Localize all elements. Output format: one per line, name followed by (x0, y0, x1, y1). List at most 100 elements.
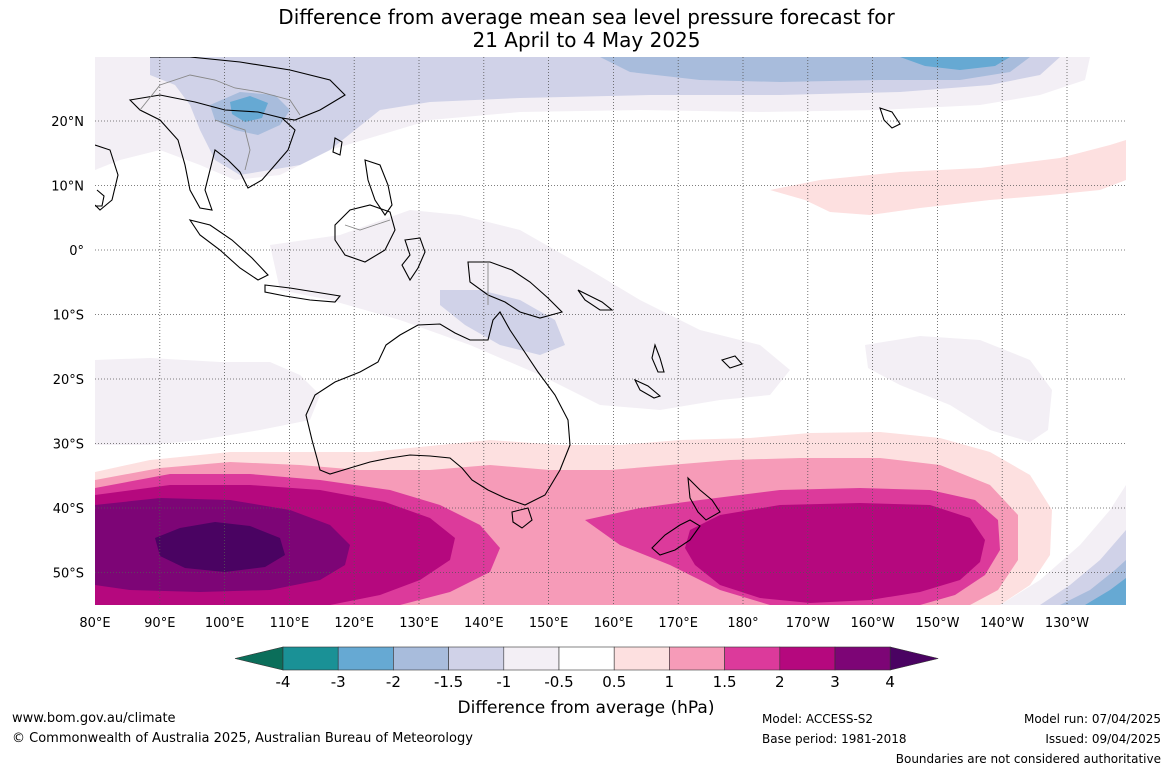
border-borneo (344, 219, 391, 231)
longitude-label: 160°E (594, 616, 634, 631)
legend-cell (503, 646, 560, 671)
latitude-label: 40°S (53, 502, 84, 517)
legend-tick-labels: -4 -3 -2 -1.5 -1 -0.5 0.5 1 1.5 2 3 4 (276, 673, 895, 691)
legend-tick-label: 1 (665, 673, 675, 691)
longitude-label: 140°E (464, 616, 504, 631)
map-title-line-1: Difference from average mean sea level p… (278, 5, 895, 29)
legend-cell (613, 646, 670, 671)
legend-tick-label: -3 (331, 673, 346, 691)
legend-tick-label: 4 (885, 673, 895, 691)
contour-north-pacific-positive (770, 140, 1126, 215)
legend-title: Difference from average (hPa) (458, 698, 715, 718)
coastlines (95, 57, 901, 556)
sulawesi-coastline (401, 237, 426, 282)
china-coastline (150, 57, 346, 121)
footer-base-period: Base period: 1981-2018 (762, 732, 907, 746)
contour-south-east-2-3 (685, 503, 985, 603)
longitude-label: 100°E (205, 616, 245, 631)
australia-coastline (305, 311, 571, 506)
latitude-label: 10°N (51, 180, 84, 195)
longitude-label: 120°E (334, 616, 374, 631)
philippines-coastline (364, 159, 393, 216)
border-mainland-asia (139, 74, 301, 116)
contour-north-lavender (150, 57, 1060, 175)
legend-tick-label: 0.5 (602, 673, 626, 691)
indochina-coastline (128, 94, 296, 211)
legend-tick-label: -2 (386, 673, 401, 691)
latitude-label: 0° (69, 244, 84, 259)
longitude-label: 170°E (658, 616, 698, 631)
contour-maritime-lavender (440, 290, 565, 355)
fiji-islands (720, 355, 743, 369)
longitude-label: 170°W (786, 616, 830, 631)
latitude-label: 10°S (53, 309, 84, 324)
borneo-coastline (334, 204, 396, 263)
legend-tick-label: 3 (830, 673, 840, 691)
legend-cell (779, 646, 836, 671)
legend-tick-label: -1 (496, 673, 511, 691)
new-guinea-coastline (467, 261, 564, 319)
latitude-label: 50°S (53, 567, 84, 582)
longitude-label: 180° (727, 616, 758, 631)
longitude-labels: 80°E 90°E 100°E 110°E 120°E 130°E 140°E 150°E 16… (79, 616, 1089, 631)
longitude-label: 130°E (399, 616, 439, 631)
new-caledonia (633, 378, 662, 399)
longitude-label: 110°E (270, 616, 310, 631)
latitude-label: 20°S (53, 373, 84, 388)
legend-cell (393, 646, 449, 671)
graticule (95, 57, 1126, 605)
legend-cell (669, 646, 725, 671)
legend-tick-label: -0.5 (544, 673, 573, 691)
new-zealand-south-island (651, 519, 701, 556)
new-zealand-north-island (687, 476, 721, 521)
longitude-label: 140°W (980, 616, 1024, 631)
vanuatu-islands (651, 343, 665, 373)
legend-colour-cells (234, 646, 939, 671)
legend-cell-above-4 (889, 646, 939, 671)
footer-copyright: © Commonwealth of Australia 2025, Austra… (12, 731, 473, 746)
hawaii-islands (879, 107, 901, 129)
legend-cell (448, 646, 505, 671)
legend-cell (724, 646, 781, 671)
contour-south-gt-4 (155, 522, 285, 572)
legend-cell-below-minus-4 (234, 646, 284, 671)
contour-north-blue-core (900, 57, 1010, 70)
legend-cell (558, 646, 615, 671)
legend-cell (834, 646, 891, 671)
taiwan-coastline (332, 137, 343, 156)
border-indochina (214, 119, 251, 171)
india-coastline (95, 144, 119, 211)
tasmania-coastline (511, 507, 533, 529)
sumatra-coastline (188, 219, 269, 281)
legend-tick-label: 1.5 (713, 673, 737, 691)
legend-cell (337, 646, 394, 671)
latitude-labels: 20°N 10°N 0° 10°S 20°S 30°S 40°S 50°S (51, 115, 84, 582)
map-title-line-2: 21 April to 4 May 2025 (472, 28, 701, 52)
longitude-label: 90°E (144, 616, 175, 631)
longitude-label: 130°W (1045, 616, 1089, 631)
footer-issued: Issued: 09/04/2025 (1045, 732, 1161, 746)
footer-website: www.bom.gov.au/climate (12, 711, 176, 726)
contour-south-indian-light-negative (95, 358, 320, 445)
longitude-label: 150°W (915, 616, 959, 631)
legend-cell (282, 646, 339, 671)
legend-tick-label: 2 (775, 673, 785, 691)
java-coastline (264, 284, 342, 303)
longitude-label: 80°E (79, 616, 110, 631)
sri-lanka-coastline (95, 189, 105, 207)
footer-model-run: Model run: 07/04/2025 (1023, 712, 1161, 726)
map-field (95, 57, 1126, 605)
contour-se-blue (1085, 578, 1126, 605)
solomon-islands (577, 289, 614, 311)
country-borders (139, 74, 489, 305)
contour-indochina-core (230, 96, 268, 122)
footer-disclaimer: Boundaries are not considered authoritat… (895, 752, 1161, 766)
latitude-label: 30°S (53, 438, 84, 453)
longitude-label: 160°W (851, 616, 895, 631)
legend-tick-label: -4 (276, 673, 291, 691)
longitude-label: 150°E (529, 616, 569, 631)
legend-tick-label: -1.5 (434, 673, 463, 691)
latitude-label: 20°N (51, 115, 84, 130)
